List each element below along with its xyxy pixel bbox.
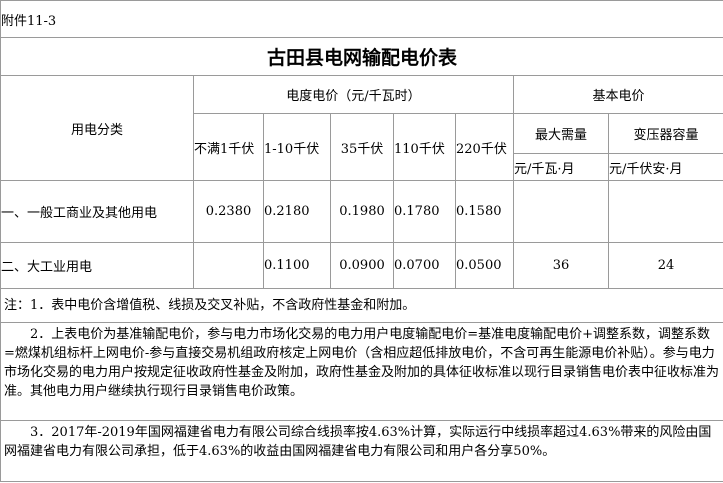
header-voltage: 35千伏 [330, 113, 394, 181]
note-1: 注：1．表中电价含增值税、线损及交叉补贴，不含政府性基金和附加。 [0, 288, 723, 323]
price-cell: 0.1100 [263, 242, 331, 289]
table-row: 一、一般工商业及其他用电 0.2380 0.2180 0.1980 0.1780… [0, 180, 723, 243]
max-demand-cell [513, 180, 609, 243]
unit-max-demand: 元/千瓦·月 [513, 153, 609, 181]
price-cell [193, 242, 264, 289]
price-cell: 0.2180 [263, 180, 331, 243]
header-max-demand: 最大需量 [513, 113, 609, 154]
header-voltage: 220千伏 [455, 113, 514, 181]
price-cell: 0.1580 [455, 180, 514, 243]
attachment-label: 附件11-3 [0, 0, 723, 38]
price-cell: 0.1780 [393, 180, 456, 243]
table-row: 二、大工业用电 0.1100 0.0900 0.0700 0.0500 36 2… [0, 242, 723, 289]
header-basic-price: 基本电价 [512, 75, 723, 114]
header-voltage: 不满1千伏 [193, 113, 264, 181]
price-cell: 0.1980 [330, 180, 394, 243]
price-cell: 0.0900 [330, 242, 394, 289]
price-cell: 0.2380 [193, 180, 264, 243]
unit-transformer: 元/千伏安·月 [607, 153, 723, 181]
header-transformer: 变压器容量 [607, 113, 723, 154]
header-voltage: 1-10千伏 [263, 113, 331, 181]
header-voltage: 110千伏 [393, 113, 456, 181]
header-category: 用电分类 [0, 75, 194, 181]
max-demand-cell: 36 [513, 242, 609, 289]
row-category: 一、一般工商业及其他用电 [0, 180, 194, 243]
header-energy-price: 电度电价（元/千瓦时） [193, 75, 514, 114]
transformer-cell: 24 [607, 242, 723, 289]
price-cell: 0.0700 [393, 242, 456, 289]
transformer-cell [607, 180, 723, 243]
note-2: 2．上表电价为基准输配电价，参与电力市场化交易的电力用户电度输配电价=基准电度输… [0, 322, 723, 421]
row-category: 二、大工业用电 [0, 242, 194, 289]
note-3: 3．2017年-2019年国网福建省电力有限公司综合线损率按4.63%计算，实际… [0, 420, 723, 482]
price-cell: 0.0500 [455, 242, 514, 289]
page-title: 古田县电网输配电价表 [0, 37, 723, 76]
